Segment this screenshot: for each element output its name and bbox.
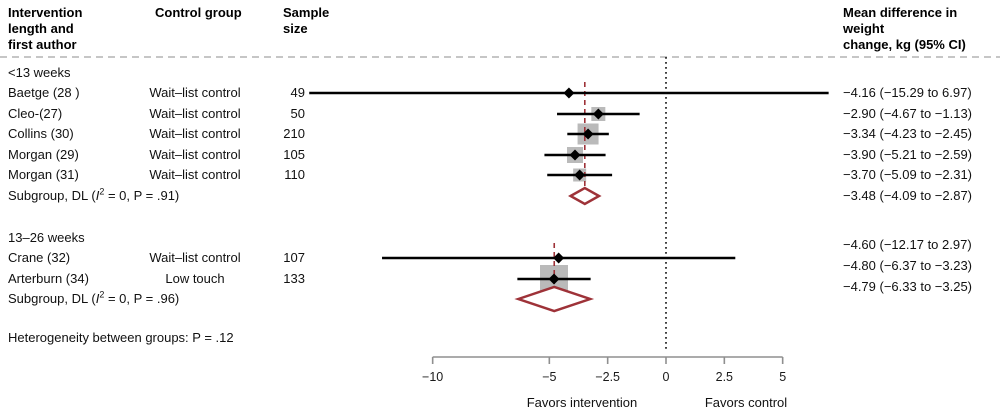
study-ci-text: −4.60 (−12.17 to 2.97) (843, 237, 972, 252)
header-mean-difference: Mean difference in weight change, kg (95… (843, 5, 966, 52)
header-intervention-author: Intervention length and first author (8, 5, 83, 52)
point-estimate-marker-row-4 (569, 149, 581, 161)
subgroup-ci-text: −3.48 (−4.09 to −2.87) (843, 188, 973, 203)
study-sample-size: 50 (290, 106, 305, 121)
subgroup-label-part: = 0, P = .96) (104, 291, 180, 306)
study-sample-size: 49 (290, 85, 305, 100)
header-control-group: Control group (155, 5, 242, 20)
x-axis-tick-label-1: −5 (542, 370, 556, 384)
subgroup-diamond-10 (514, 285, 595, 313)
study-control-group: Wait–list control (149, 85, 241, 100)
point-estimate-marker-row-9 (548, 273, 560, 285)
study-control-group: Wait–list control (149, 126, 241, 141)
subgroup-label-part: 2 (99, 289, 105, 300)
subgroup-label-part: 2 (99, 186, 105, 197)
subgroup-label-part: I (95, 291, 100, 306)
study-author: Morgan (31) (8, 167, 79, 182)
study-sample-size: 210 (283, 126, 305, 141)
study-sample-size: 110 (284, 167, 305, 182)
study-ci-text: −4.80 (−6.37 to −3.23) (843, 258, 973, 273)
subgroup-label-part: Subgroup, DL ( (8, 291, 96, 306)
subgroup-ci-text: −4.79 (−6.33 to −3.25) (843, 279, 973, 294)
x-axis-tick-label-4: 2.5 (716, 370, 733, 384)
study-ci-text: −4.16 (−15.29 to 6.97) (843, 85, 972, 100)
study-ci-text: −2.90 (−4.67 to −1.13) (843, 106, 973, 121)
point-estimate-marker-row-8 (553, 252, 565, 264)
x-axis-tick-label-3: 0 (663, 370, 670, 384)
study-sample-size: 107 (283, 250, 305, 265)
subgroup-diamond-6 (568, 186, 602, 206)
point-estimate-marker-row-2 (592, 108, 604, 120)
favors-control-label: Favors control (704, 395, 788, 410)
study-control-group: Wait–list control (149, 250, 241, 265)
favors-intervention-label: Favors intervention (526, 395, 638, 410)
study-author: Cleo-(27) (8, 106, 63, 121)
subgroup-label-part: I (95, 188, 100, 203)
header-sample-size: Sample size (283, 5, 330, 36)
subgroup-label-part: = 0, P = .91) (104, 188, 180, 203)
x-axis-tick-label-5: 5 (779, 370, 786, 384)
study-sample-size: 133 (283, 271, 305, 286)
study-sample-size: 105 (283, 147, 305, 162)
study-author: Arterburn (34) (8, 271, 89, 286)
study-ci-text: −3.90 (−5.21 to −2.59) (843, 147, 973, 162)
study-ci-text: −3.70 (−5.09 to −2.31) (843, 167, 973, 182)
study-control-group: Low touch (165, 271, 225, 286)
study-control-group: Wait–list control (149, 147, 241, 162)
subgroup-label: Subgroup, DL (I2 = 0, P = .96) (8, 290, 179, 308)
study-author: Collins (30) (8, 126, 74, 141)
group-label: 13–26 weeks (8, 230, 85, 245)
study-control-group: Wait–list control (149, 106, 241, 121)
x-axis-tick-label-2: −2.5 (595, 370, 620, 384)
study-control-group: Wait–list control (149, 167, 241, 182)
study-author: Morgan (29) (8, 147, 79, 162)
subgroup-label-part: Subgroup, DL ( (8, 188, 96, 203)
study-ci-text: −3.34 (−4.23 to −2.45) (843, 126, 973, 141)
subgroup-label: Subgroup, DL (I2 = 0, P = .91) (8, 187, 179, 205)
heterogeneity-note: Heterogeneity between groups: P = .12 (8, 330, 234, 345)
group-label: <13 weeks (8, 65, 71, 80)
point-estimate-marker-row-5 (574, 169, 586, 181)
x-axis-tick-label-0: −10 (422, 370, 443, 384)
point-estimate-marker-row-3 (582, 128, 594, 140)
study-author: Crane (32) (8, 250, 71, 265)
study-author: Baetge (28 ) (8, 85, 80, 100)
point-estimate-marker-row-1 (563, 87, 575, 99)
